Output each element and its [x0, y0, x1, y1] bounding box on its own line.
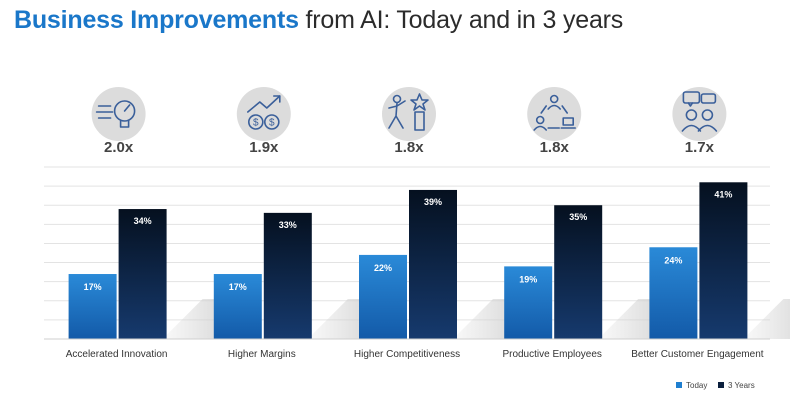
bar-3-years [554, 205, 603, 339]
bar-3-years [118, 209, 167, 339]
trophy-runner-icon [382, 87, 436, 141]
icon-stroke [697, 124, 718, 132]
icon-stroke [700, 93, 717, 104]
icon-stroke [113, 100, 136, 122]
legend-label-today: Today [686, 381, 707, 390]
category-label: Accelerated Innovation [66, 349, 168, 360]
icon-background [91, 87, 146, 141]
icon-stroke [388, 100, 406, 129]
legend-label-3-years: 3 Years [728, 381, 755, 390]
bars: 17% 34% 17% 33% 22% 39% 19% 35% 24% 41% [68, 182, 790, 339]
icons-row: $ $ [91, 87, 727, 141]
icon-stroke [547, 104, 561, 110]
icon-glyph: $ [253, 118, 259, 129]
value-label-3-years: 35% [569, 212, 587, 222]
category-label: Better Customer Engagement [631, 349, 764, 360]
bar-shadow [453, 299, 511, 339]
icon-background [382, 87, 436, 141]
icon-stroke [247, 95, 281, 113]
bar-3-years [263, 212, 312, 339]
team-cycle-icon [527, 87, 582, 141]
value-label-today: 19% [519, 274, 537, 284]
category-label: Higher Margins [228, 349, 296, 360]
bar-3-years [699, 182, 748, 339]
icon-background [236, 87, 291, 141]
legend-swatch-3-years [718, 382, 724, 388]
bar-today [68, 274, 117, 339]
icon-stroke [535, 115, 545, 125]
bar-shadow [598, 299, 657, 339]
icon-stroke [95, 105, 114, 119]
value-label-today: 17% [84, 282, 102, 292]
lightbulb-icon [91, 87, 146, 141]
value-label-3-years: 33% [279, 220, 297, 230]
icon-stroke [123, 104, 131, 112]
bar-today [504, 266, 553, 339]
icon-glyph: $ [269, 118, 275, 129]
category-label: Higher Competitiveness [354, 349, 460, 360]
value-label-3-years: 41% [714, 189, 732, 199]
value-label-3-years: 39% [424, 197, 442, 207]
icon-stroke [687, 102, 694, 107]
icon-stroke [682, 91, 701, 104]
icon-stroke [248, 114, 264, 130]
category-label: Productive Employees [502, 349, 602, 360]
dollar-growth-icon: $ $ [236, 87, 291, 141]
value-label-3-years: 34% [134, 216, 152, 226]
icon-stroke [562, 117, 575, 126]
value-label-today: 22% [374, 263, 392, 273]
icon-stroke [685, 109, 698, 121]
multipliers-row: 2.0x 1.9x 1.8x 1.8x 1.7x [104, 139, 715, 156]
bar-shadow [743, 299, 790, 339]
icon-stroke [533, 125, 547, 131]
legend: Today 3 Years [676, 381, 755, 390]
title-accent: Business Improvements [14, 6, 299, 34]
category-labels: Accelerated Innovation Higher Margins High… [66, 349, 764, 360]
multiplier-label: 1.7x [685, 139, 715, 156]
icon-stroke [701, 109, 714, 121]
bar-today [359, 254, 407, 339]
multiplier-label: 1.8x [394, 139, 424, 156]
page-title: Business Improvements from AI: Today and… [14, 6, 623, 35]
icon-stroke [549, 94, 559, 104]
customer-chat-icon [672, 87, 727, 141]
bar-today [213, 274, 262, 339]
bar-shadow [162, 299, 221, 339]
bar-shadow [307, 299, 366, 339]
icon-stroke [119, 120, 130, 128]
icon-stroke [540, 105, 568, 129]
title-rest: from AI: Today and in 3 years [298, 6, 624, 34]
icon-stroke [410, 93, 429, 111]
value-label-today: 17% [229, 282, 247, 292]
multiplier-label: 1.9x [249, 139, 279, 156]
icon-stroke [263, 114, 280, 130]
multiplier-label: 1.8x [540, 139, 570, 156]
bar-today [649, 247, 698, 339]
icon-stroke [273, 95, 281, 103]
bar-3-years [409, 189, 457, 339]
icon-stroke [414, 111, 425, 131]
legend-swatch-today [676, 382, 682, 388]
value-label-today: 24% [664, 255, 682, 265]
multiplier-label: 2.0x [104, 139, 134, 156]
